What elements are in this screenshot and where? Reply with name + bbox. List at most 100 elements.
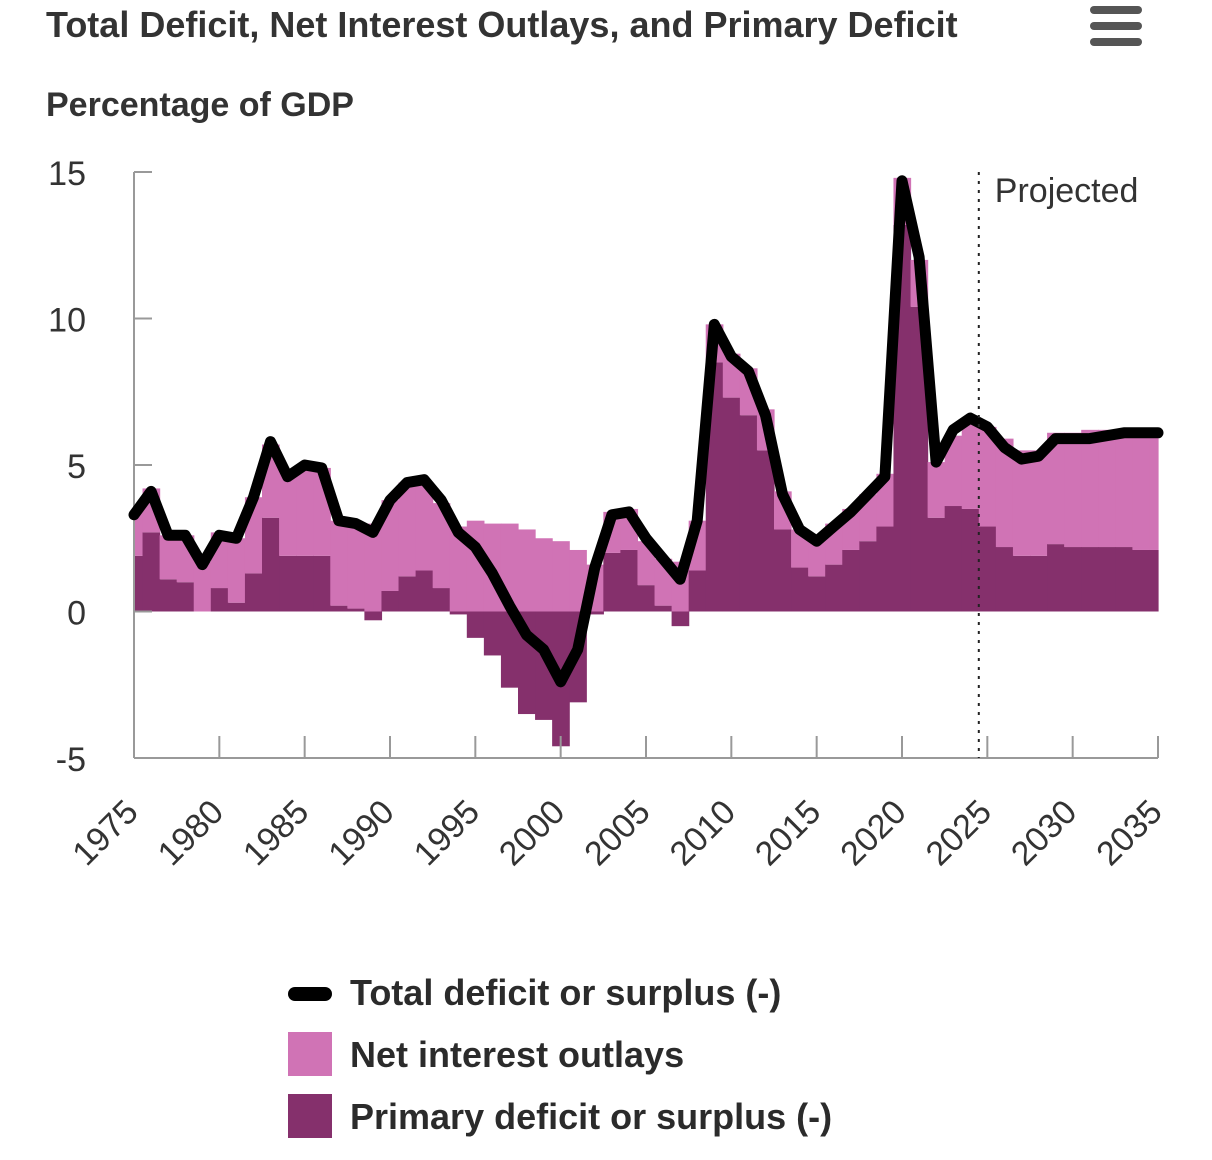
primary-bar-1997 (500, 611, 519, 688)
primary-bar-1992 (415, 570, 434, 612)
interest-bar-2034 (1132, 432, 1151, 550)
legend-swatch-net-interest (288, 1032, 332, 1076)
total-deficit-line (128, 175, 1164, 688)
deficit-chart: -5 0 5 10 15 1975 1980 1985 1990 1995 2000 2005 2010… (48, 155, 1169, 873)
x-tick-label-2015: 2015 (748, 793, 828, 873)
y-tick-label-5: 5 (67, 448, 86, 486)
legend-label-net-interest: Net interest outlays (350, 1034, 685, 1075)
interest-bar-1975 (134, 511, 144, 556)
y-tick-label--5: -5 (56, 741, 86, 779)
primary-bar-2004 (620, 549, 639, 612)
y-tick-label-15: 15 (48, 155, 86, 193)
interest-bar-2033 (1115, 429, 1133, 548)
primary-bar-1985 (296, 555, 314, 612)
interest-bar-1998 (518, 529, 536, 612)
primary-bar-2015 (808, 576, 826, 612)
line-layer (128, 175, 1164, 688)
x-tick-label-1995: 1995 (407, 793, 487, 873)
interest-bar-1991 (398, 482, 417, 577)
chart-title: Total Deficit, Net Interest Outlays, and… (46, 4, 958, 45)
primary-bar-1980 (210, 588, 229, 612)
interest-bar-2023 (944, 435, 963, 507)
interest-bar-2032 (1098, 429, 1116, 548)
primary-bar-2033 (1115, 547, 1133, 612)
primary-bar-2007 (671, 611, 690, 627)
primary-bar-2035 (1149, 549, 1159, 612)
interest-bar-1984 (279, 470, 297, 556)
primary-bar-2005 (637, 585, 656, 612)
primary-bar-2016 (825, 564, 843, 612)
primary-bar-1990 (381, 590, 400, 612)
primary-bar-1982 (244, 573, 263, 612)
bars-layer (134, 177, 1159, 747)
legend-swatch-total-deficit (288, 987, 332, 1001)
primary-bar-2010 (722, 397, 741, 612)
interest-bar-1981 (227, 538, 246, 603)
primary-bar-2025 (978, 526, 997, 612)
interest-bar-1994 (449, 526, 468, 612)
interest-bar-1993 (432, 503, 451, 589)
x-tick-label-1985: 1985 (236, 793, 316, 873)
legend-swatch-primary-deficit (288, 1094, 332, 1138)
interest-bar-1977 (159, 535, 178, 580)
interest-bar-2026 (995, 438, 1014, 548)
legend-label-total-deficit: Total deficit or surplus (-) (350, 972, 782, 1013)
interest-bar-1992 (415, 482, 434, 571)
interest-bar-1988 (347, 523, 365, 609)
primary-bar-1991 (398, 576, 417, 612)
primary-bar-2022 (927, 517, 946, 612)
interest-bar-1987 (330, 520, 348, 606)
primary-bar-2021 (910, 306, 929, 612)
primary-bar-2032 (1098, 547, 1116, 612)
primary-bar-2030 (1064, 547, 1082, 612)
y-tick-label-10: 10 (48, 302, 86, 340)
primary-bar-2008 (688, 570, 707, 612)
primary-bar-2024 (961, 508, 980, 612)
primary-bar-1988 (347, 608, 365, 612)
primary-bar-2027 (1012, 555, 1031, 612)
primary-bar-2003 (603, 552, 621, 612)
interest-bar-2000 (552, 541, 570, 612)
interest-bar-2035 (1149, 429, 1159, 550)
interest-bar-1989 (364, 523, 383, 612)
primary-bar-2002 (586, 611, 604, 615)
primary-bar-1993 (432, 588, 451, 612)
x-tick-label-2000: 2000 (492, 793, 572, 873)
primary-bar-1989 (364, 611, 383, 621)
primary-bar-2019 (876, 526, 895, 612)
primary-bar-1986 (313, 555, 331, 612)
primary-bar-1983 (262, 517, 280, 612)
x-tick-label-2010: 2010 (663, 793, 743, 873)
primary-bar-2013 (774, 529, 792, 612)
primary-bar-1994 (449, 611, 468, 615)
interest-bar-2001 (569, 549, 587, 612)
x-tick-label-1990: 1990 (321, 793, 401, 873)
x-tick-label-2005: 2005 (577, 793, 657, 873)
interest-bar-1985 (296, 467, 314, 556)
primary-bar-1987 (330, 605, 348, 612)
primary-bar-1978 (176, 582, 195, 612)
projected-label: Projected (995, 172, 1139, 210)
interest-bar-2025 (978, 426, 997, 527)
primary-bar-2029 (1047, 544, 1065, 612)
primary-bar-1996 (483, 611, 502, 656)
primary-bar-1976 (142, 532, 161, 612)
interest-bar-2029 (1047, 432, 1065, 545)
primary-bar-2011 (739, 415, 758, 612)
primary-bar-2023 (944, 506, 963, 612)
interest-bar-1999 (535, 538, 553, 612)
interest-bar-2022 (927, 462, 946, 518)
interest-bar-2028 (1030, 450, 1048, 556)
primary-bar-2026 (995, 547, 1014, 612)
interest-bar-2030 (1064, 432, 1082, 548)
primary-bar-1977 (159, 579, 178, 612)
primary-bar-2028 (1030, 555, 1048, 612)
x-tick-label-1975: 1975 (65, 793, 145, 873)
y-tick-label-0: 0 (67, 595, 86, 633)
primary-bar-1995 (466, 611, 485, 638)
hamburger-menu-icon[interactable] (1090, 6, 1142, 48)
interest-bar-2027 (1012, 450, 1031, 556)
legend-label-primary-deficit: Primary deficit or surplus (-) (350, 1096, 833, 1137)
primary-bar-1981 (227, 602, 246, 612)
primary-bar-1999 (535, 611, 553, 720)
